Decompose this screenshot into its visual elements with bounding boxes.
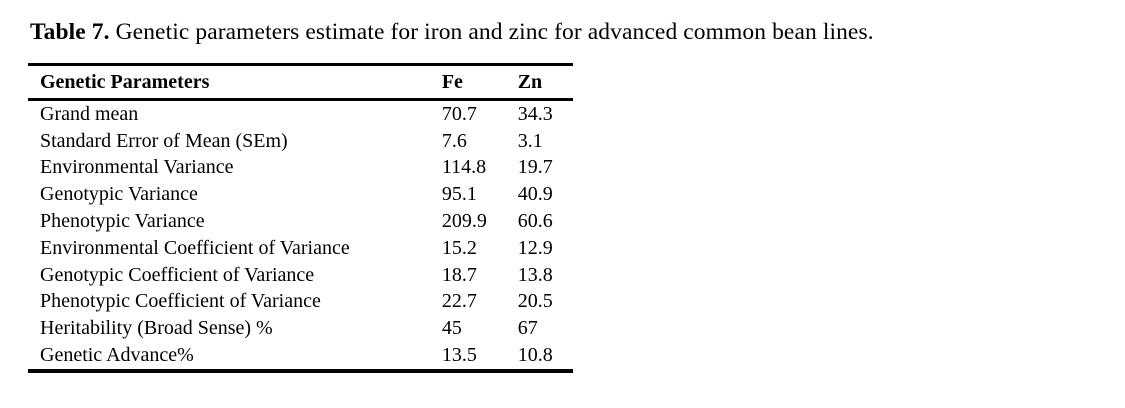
column-header-genetic-parameters: Genetic Parameters (40, 70, 210, 93)
fe-value: 7.6 (441, 129, 467, 152)
parameter-label: Genotypic Coefficient of Variance (40, 263, 315, 286)
zn-value: 12.9 (517, 236, 553, 259)
zn-value: 3.1 (517, 129, 543, 152)
zn-value: 10.8 (517, 344, 553, 367)
parameter-label: Heritability (Broad Sense) % (40, 317, 273, 340)
zn-value: 60.6 (517, 210, 553, 233)
column-header-fe: Fe (441, 70, 463, 93)
genetic-parameters-table: Genetic Parameters Fe Zn Grand mean 70.7 3… (28, 63, 573, 373)
column-header-zn: Zn (517, 70, 543, 93)
table-caption: Table 7. Genetic parameters estimate for… (30, 17, 874, 47)
table-row: Environmental Variance 114.8 19.7 (28, 155, 573, 182)
table-row: Phenotypic Coefficient of Variance 22.7 20… (28, 289, 573, 316)
zn-value: 67 (517, 317, 538, 340)
table-row: Standard Error of Mean (SEm) 7.6 3.1 (28, 128, 573, 155)
table-caption-text: Genetic parameters estimate for iron and… (115, 19, 874, 45)
table-caption-number: Table 7. (30, 19, 110, 45)
table-row: Genotypic Variance 95.1 40.9 (28, 181, 573, 208)
parameter-label: Genotypic Variance (40, 183, 198, 206)
parameter-label: Environmental Variance (40, 156, 234, 179)
fe-value: 209.9 (441, 210, 487, 233)
table-row: Grand mean 70.7 34.3 (28, 100, 573, 128)
fe-value: 45 (441, 317, 462, 340)
fe-value: 95.1 (441, 183, 477, 206)
zn-value: 40.9 (517, 183, 553, 206)
parameter-label: Genetic Advance% (40, 344, 194, 367)
fe-value: 70.7 (441, 102, 477, 125)
fe-value: 15.2 (441, 236, 477, 259)
table-row: Genotypic Coefficient of Variance 18.7 13.… (28, 262, 573, 289)
fe-value: 18.7 (441, 263, 477, 286)
zn-value: 34.3 (517, 102, 553, 125)
table-row: Phenotypic Variance 209.9 60.6 (28, 208, 573, 235)
table-row: Heritability (Broad Sense) % 45 67 (28, 315, 573, 342)
parameter-label: Grand mean (40, 102, 139, 125)
table-header-row: Genetic Parameters Fe Zn (28, 65, 573, 100)
parameter-label: Phenotypic Variance (40, 210, 205, 233)
parameter-label: Standard Error of Mean (SEm) (40, 129, 288, 152)
fe-value: 22.7 (441, 290, 477, 313)
zn-value: 19.7 (517, 156, 553, 179)
fe-value: 13.5 (441, 344, 477, 367)
fe-value: 114.8 (441, 156, 487, 179)
table-header: Genetic Parameters Fe Zn (28, 65, 573, 100)
table-body: Grand mean 70.7 34.3 Standard Error of Mean… (28, 100, 573, 371)
table-row: Genetic Advance% 13.5 10.8 (28, 342, 573, 371)
parameter-label: Environmental Coefficient of Variance (40, 236, 350, 259)
zn-value: 20.5 (517, 290, 553, 313)
table-row: Environmental Coefficient of Variance 15.… (28, 235, 573, 262)
parameter-label: Phenotypic Coefficient of Variance (40, 290, 321, 313)
zn-value: 13.8 (517, 263, 553, 286)
